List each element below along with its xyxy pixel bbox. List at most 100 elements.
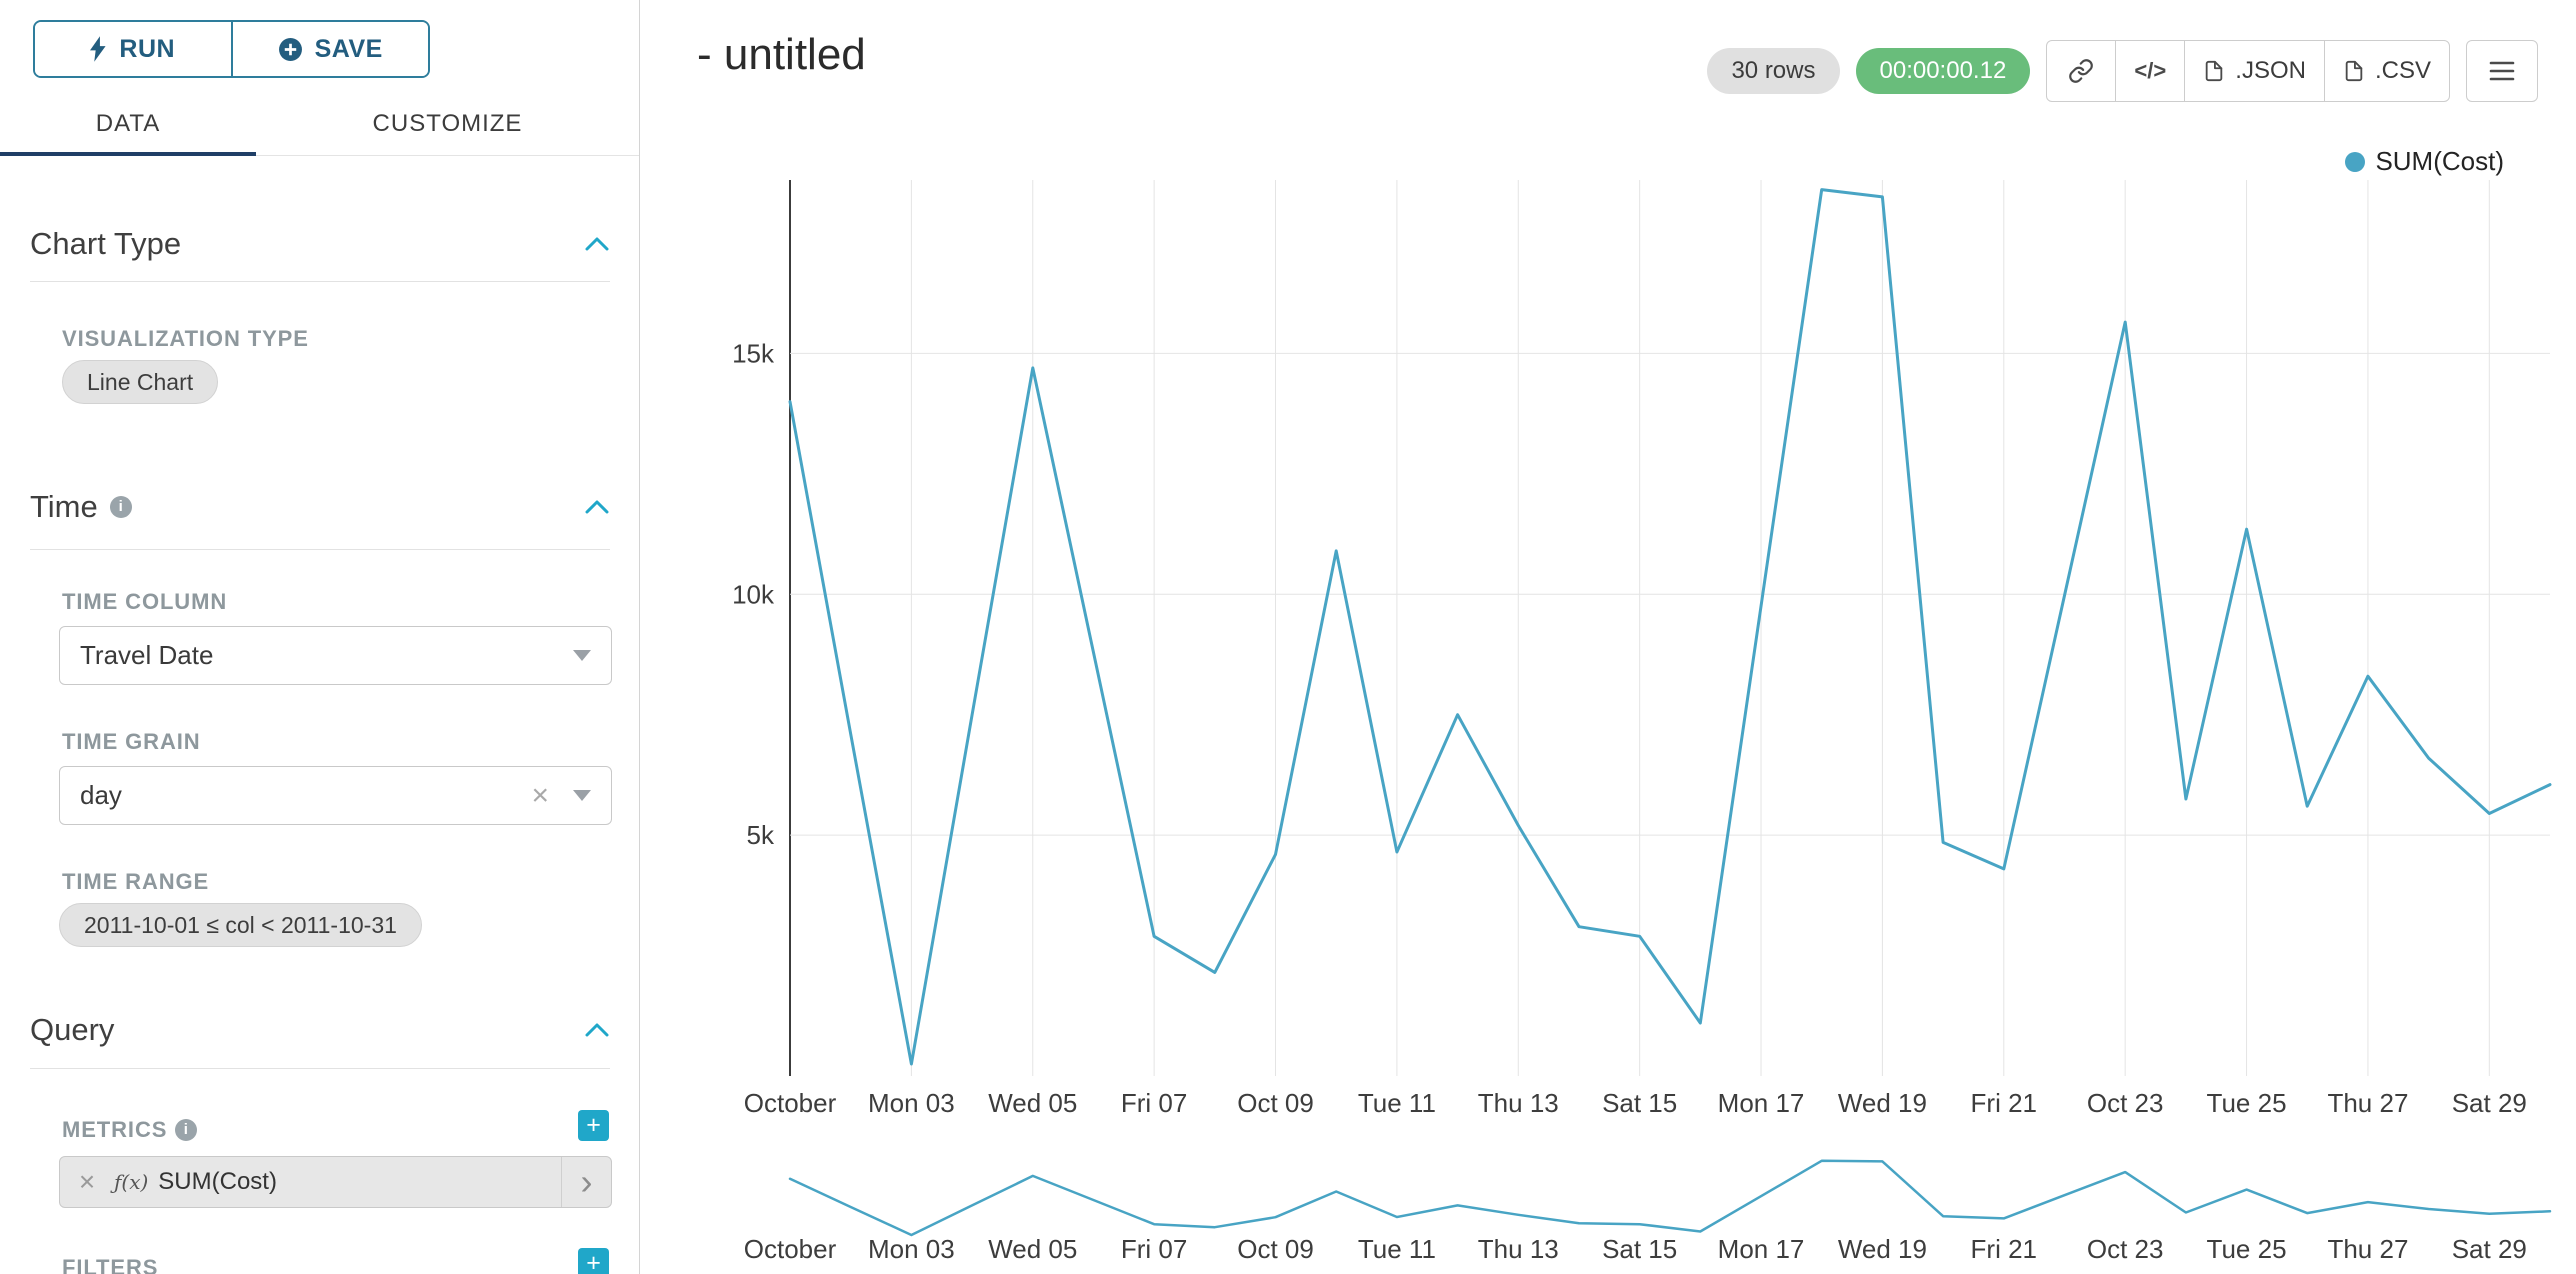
svg-text:Wed 19: Wed 19	[1838, 1234, 1927, 1264]
time-grain-select[interactable]: day ×	[59, 766, 612, 825]
export-json-button[interactable]: .JSON	[2184, 40, 2325, 102]
visualization-type-label: VISUALIZATION TYPE	[62, 326, 309, 351]
svg-text:Oct 09: Oct 09	[1237, 1234, 1314, 1264]
share-link-button[interactable]	[2046, 40, 2117, 102]
svg-text:Mon 17: Mon 17	[1718, 1234, 1805, 1264]
tab-customize[interactable]: CUSTOMIZE	[372, 109, 523, 137]
section-time[interactable]: Time i	[30, 489, 610, 525]
export-json-label: .JSON	[2235, 57, 2306, 84]
metrics-label: METRICS i	[62, 1117, 198, 1143]
tab-data[interactable]: DATA	[0, 92, 256, 156]
time-range-pill[interactable]: 2011-10-01 ≤ col < 2011-10-31	[59, 903, 422, 947]
time-grain-value: day	[80, 780, 122, 810]
add-filter-button[interactable]: +	[578, 1248, 609, 1274]
metric-expand-icon[interactable]: ›	[561, 1157, 611, 1207]
control-panel: RUN SAVE DATA CUSTOMIZE Chart Type VISUA…	[0, 0, 640, 1274]
file-icon	[2345, 60, 2363, 82]
brush-minimap-chart[interactable]: October Mon 03 Wed 05 Fri 07 Oct 09 Tue 11 Thu…	[650, 1150, 2576, 1274]
divider	[30, 1068, 610, 1069]
svg-text:Sat 29: Sat 29	[2452, 1234, 2527, 1264]
svg-text:Fri 07: Fri 07	[1121, 1234, 1187, 1264]
chevron-up-icon[interactable]	[584, 1022, 610, 1038]
link-icon	[2069, 59, 2094, 83]
svg-text:Tue 11: Tue 11	[1358, 1234, 1436, 1264]
chevron-down-icon	[573, 650, 591, 661]
rows-badge: 30 rows	[1707, 48, 1840, 94]
run-button-label: RUN	[119, 34, 176, 63]
save-button-label: SAVE	[314, 34, 383, 63]
filters-label-text: FILTERS	[62, 1255, 159, 1274]
svg-text:Oct 23: Oct 23	[2087, 1088, 2164, 1118]
plus-circle-icon	[278, 37, 302, 61]
menu-button[interactable]	[2466, 40, 2538, 102]
file-icon	[2206, 60, 2223, 82]
metric-value: SUM(Cost)	[158, 1168, 277, 1195]
legend-dot	[2345, 151, 2366, 172]
divider	[30, 281, 610, 282]
svg-text:Tue 11: Tue 11	[1358, 1088, 1436, 1118]
time-column-select[interactable]: Travel Date	[59, 626, 612, 685]
svg-text:Sat 15: Sat 15	[1602, 1088, 1677, 1118]
section-query-title: Query	[30, 1012, 115, 1047]
svg-text:Oct 23: Oct 23	[2087, 1234, 2164, 1264]
svg-text:Thu 27: Thu 27	[2327, 1234, 2408, 1264]
svg-text:October: October	[744, 1088, 837, 1118]
svg-text:Sat 29: Sat 29	[2452, 1088, 2527, 1118]
divider	[30, 549, 610, 550]
chart-area: - untitled 30 rows 00:00:00.12 </> .JSON…	[640, 0, 2576, 1274]
info-icon: i	[109, 496, 132, 518]
panel-tabs: DATA CUSTOMIZE	[0, 92, 639, 156]
svg-text:Mon 17: Mon 17	[1718, 1088, 1805, 1118]
time-grain-label: TIME GRAIN	[62, 729, 201, 754]
run-button[interactable]: RUN	[35, 22, 231, 76]
export-button-group: </> .JSON .CSV	[2046, 40, 2450, 102]
section-chart-type[interactable]: Chart Type	[30, 226, 610, 262]
svg-text:Tue 25: Tue 25	[2207, 1234, 2287, 1264]
chart-header-actions: 30 rows 00:00:00.12 </> .JSON .CSV	[1707, 40, 2538, 102]
add-metric-button[interactable]: +	[578, 1110, 609, 1141]
visualization-type-pill[interactable]: Line Chart	[62, 360, 219, 404]
legend[interactable]: SUM(Cost)	[2345, 146, 2504, 177]
export-csv-label: .CSV	[2374, 57, 2431, 84]
remove-metric-icon[interactable]: ×	[78, 1166, 96, 1197]
svg-text:Wed 05: Wed 05	[988, 1088, 1077, 1118]
filters-label: FILTERS	[62, 1255, 158, 1274]
embed-code-button[interactable]: </>	[2115, 40, 2186, 102]
svg-text:October: October	[744, 1234, 837, 1264]
hamburger-icon	[2489, 61, 2515, 81]
metrics-label-text: METRICS	[62, 1117, 168, 1142]
svg-text:Fri 21: Fri 21	[1971, 1088, 2037, 1118]
run-save-group: RUN SAVE	[33, 20, 430, 78]
svg-text:Oct 09: Oct 09	[1237, 1088, 1314, 1118]
svg-text:Wed 19: Wed 19	[1838, 1088, 1927, 1118]
time-column-value: Travel Date	[80, 640, 214, 670]
svg-text:Tue 25: Tue 25	[2207, 1088, 2287, 1118]
chevron-up-icon[interactable]	[584, 236, 610, 252]
lightning-bolt-icon	[90, 36, 106, 62]
svg-text:15k: 15k	[732, 338, 775, 368]
metric-item[interactable]: × ƒ(x) SUM(Cost) ›	[59, 1156, 612, 1208]
svg-text:Thu 27: Thu 27	[2327, 1088, 2408, 1118]
section-chart-type-title: Chart Type	[30, 226, 182, 261]
query-timer-badge: 00:00:00.12	[1855, 48, 2031, 94]
section-time-title: Time	[30, 489, 98, 524]
export-csv-button[interactable]: .CSV	[2323, 40, 2450, 102]
main-line-chart[interactable]: 5k 10k 15k October Mon 03 Wed 05 Fri 07 Oct 09 T…	[650, 140, 2576, 1150]
clear-icon[interactable]: ×	[531, 778, 549, 812]
svg-text:Mon 03: Mon 03	[868, 1234, 955, 1264]
chevron-down-icon	[573, 790, 591, 801]
svg-text:Fri 21: Fri 21	[1971, 1234, 2037, 1264]
svg-text:Sat 15: Sat 15	[1602, 1234, 1677, 1264]
svg-text:Wed 05: Wed 05	[988, 1234, 1077, 1264]
svg-text:Mon 03: Mon 03	[868, 1088, 955, 1118]
time-range-label: TIME RANGE	[62, 869, 210, 894]
svg-text:10k: 10k	[732, 579, 775, 609]
chart-title: - untitled	[697, 30, 866, 79]
section-query[interactable]: Query	[30, 1012, 610, 1048]
function-icon: ƒ(x)	[114, 1170, 149, 1194]
info-icon: i	[175, 1119, 198, 1141]
svg-text:5k: 5k	[747, 820, 775, 850]
save-button[interactable]: SAVE	[230, 22, 428, 76]
code-icon: </>	[2134, 58, 2167, 83]
chevron-up-icon[interactable]	[584, 499, 610, 515]
